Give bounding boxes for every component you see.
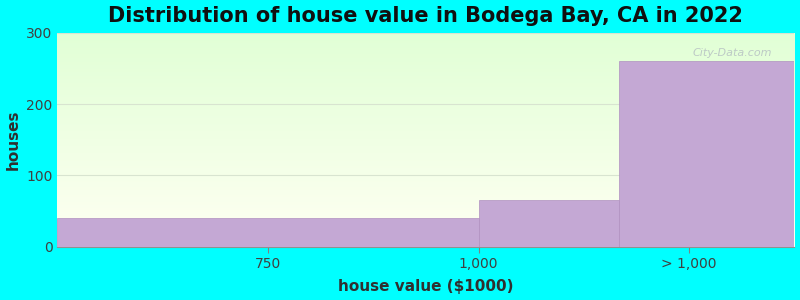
Title: Distribution of house value in Bodega Bay, CA in 2022: Distribution of house value in Bodega Ba… xyxy=(109,6,743,26)
Y-axis label: houses: houses xyxy=(6,110,21,170)
Bar xyxy=(619,61,794,247)
X-axis label: house value ($1000): house value ($1000) xyxy=(338,279,514,294)
Text: City-Data.com: City-Data.com xyxy=(693,48,772,58)
Bar xyxy=(58,218,478,247)
Bar xyxy=(478,200,619,247)
